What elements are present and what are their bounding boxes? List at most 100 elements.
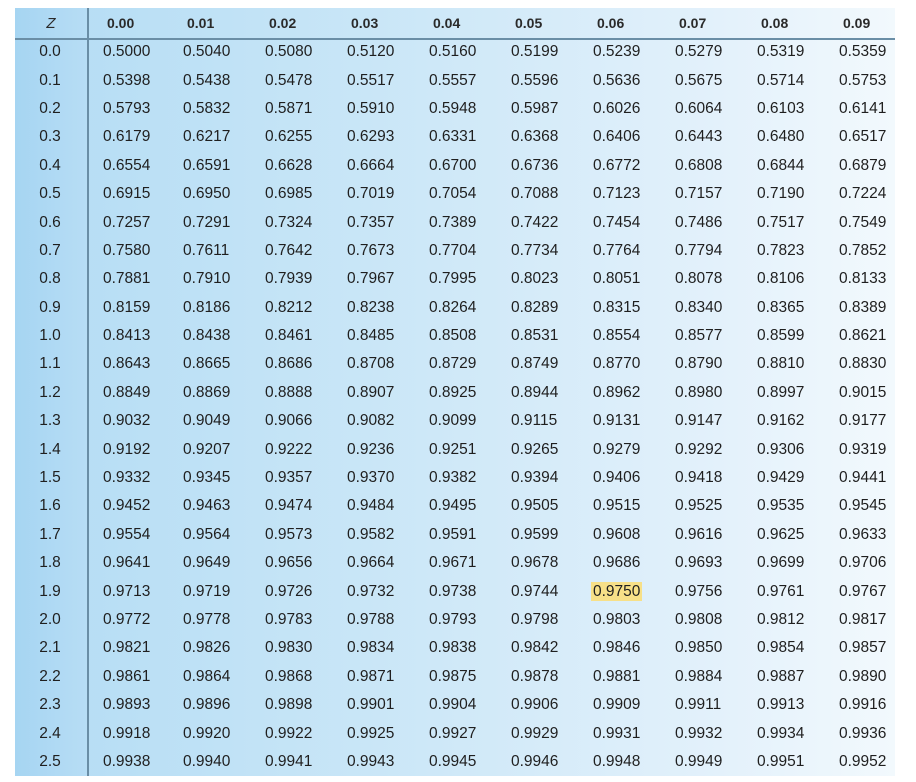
probability-cell: 0.8315 (593, 298, 641, 316)
probability-cell: 0.9861 (103, 667, 151, 685)
table-header: Z 0.00 0.01 0.02 0.03 0.04 0.05 0.06 0.07 0.08 0.… (15, 8, 895, 38)
column-header: 0.09 (843, 15, 871, 31)
probability-cell: 0.7123 (593, 185, 641, 203)
probability-cell: 0.9949 (675, 752, 723, 770)
table-row: 2.4 0.9918 0.9920 0.9922 0.9925 0.9927 0.9929 0… (15, 719, 895, 747)
probability-cell: 0.9656 (265, 554, 313, 572)
probability-cell: 0.9382 (429, 469, 477, 487)
probability-cell: 0.9767 (839, 582, 887, 600)
probability-cell: 0.8729 (429, 355, 477, 373)
probability-cell: 0.9505 (511, 497, 559, 515)
probability-cell: 0.9941 (265, 752, 313, 770)
z-value-cell: 0.7 (39, 241, 61, 259)
table-row: 0.3 0.6179 0.6217 0.6255 0.6293 0.6331 0.6368 0… (15, 123, 895, 151)
probability-cell: 0.9049 (183, 412, 231, 430)
probability-cell: 0.9864 (183, 667, 231, 685)
probability-cell: 0.8830 (839, 355, 887, 373)
probability-cell: 0.9732 (347, 582, 395, 600)
probability-cell: 0.9878 (511, 667, 559, 685)
probability-cell: 0.7486 (675, 213, 723, 231)
column-header: 0.08 (761, 15, 789, 31)
probability-cell: 0.7157 (675, 185, 723, 203)
probability-cell: 0.5120 (347, 43, 395, 61)
probability-cell: 0.9918 (103, 724, 151, 742)
table-row: 1.7 0.9554 0.9564 0.9573 0.9582 0.9591 0.9599 0… (15, 521, 895, 549)
probability-cell: 0.9394 (511, 469, 559, 487)
probability-cell: 0.8508 (429, 327, 477, 345)
probability-cell: 0.9803 (593, 611, 641, 628)
table-row: 1.3 0.9032 0.9049 0.9066 0.9082 0.9099 0.9115 0… (15, 407, 895, 435)
probability-cell: 0.7673 (347, 241, 395, 259)
probability-cell: 0.7422 (511, 213, 559, 231)
probability-cell: 0.9920 (183, 724, 231, 742)
probability-cell: 0.9901 (347, 696, 395, 714)
probability-cell: 0.9495 (429, 497, 477, 515)
probability-cell: 0.9292 (675, 440, 723, 458)
probability-cell: 0.5080 (265, 43, 313, 61)
probability-cell: 0.9222 (265, 440, 313, 458)
z-value-cell: 0.2 (39, 99, 61, 117)
z-value-cell: 0.9 (39, 298, 61, 316)
probability-cell: 0.8365 (757, 298, 805, 316)
probability-cell: 0.9686 (593, 554, 641, 572)
probability-cell: 0.9940 (183, 752, 231, 770)
highlighted-probability-cell: 0.9750 (577, 577, 659, 605)
probability-cell: 0.5636 (593, 71, 641, 89)
probability-cell: 0.9406 (593, 469, 641, 487)
probability-cell: 0.9887 (757, 667, 805, 685)
table-row: 1.0 0.8413 0.8438 0.8461 0.8485 0.8508 0.8531 0… (15, 322, 895, 350)
z-value-cell: 1.5 (39, 469, 61, 487)
probability-cell: 0.8869 (183, 383, 231, 401)
probability-cell: 0.7967 (347, 270, 395, 288)
probability-cell: 0.9925 (347, 724, 395, 742)
probability-cell: 0.6026 (593, 99, 641, 117)
probability-cell: 0.9761 (757, 582, 805, 600)
table-row: 0.7 0.7580 0.7611 0.7642 0.7673 0.7704 0.7734 0… (15, 237, 895, 265)
probability-cell: 0.7611 (183, 241, 230, 259)
z-value-cell: 1.0 (39, 327, 61, 345)
probability-cell: 0.6179 (103, 128, 151, 146)
probability-cell: 0.7454 (593, 213, 641, 231)
probability-cell: 0.6331 (429, 128, 477, 146)
probability-cell: 0.9147 (675, 412, 723, 430)
probability-cell: 0.6879 (839, 156, 887, 174)
z-value-cell: 1.1 (39, 355, 61, 373)
probability-cell: 0.8599 (757, 327, 805, 345)
probability-cell: 0.9812 (757, 611, 805, 628)
probability-cell: 0.7257 (103, 213, 151, 231)
probability-cell: 0.9599 (511, 525, 559, 543)
probability-cell: 0.9936 (839, 724, 887, 742)
table-row: 0.1 0.5398 0.5438 0.5478 0.5517 0.5557 0.5596 0… (15, 66, 895, 94)
probability-cell: 0.9884 (675, 667, 723, 685)
probability-cell: 0.6064 (675, 99, 723, 117)
probability-cell: 0.8438 (183, 327, 231, 345)
z-value-cell: 0.4 (39, 156, 61, 174)
probability-cell: 0.7642 (265, 241, 313, 259)
probability-cell: 0.8997 (757, 383, 805, 401)
probability-cell: 0.7910 (183, 270, 231, 288)
probability-cell: 0.7019 (347, 185, 395, 203)
probability-cell: 0.8665 (183, 355, 231, 373)
table-row: 1.6 0.9452 0.9463 0.9474 0.9484 0.9495 0.9505 0… (15, 492, 895, 520)
probability-cell: 0.8485 (347, 327, 395, 345)
probability-cell: 0.9846 (593, 639, 641, 657)
probability-cell: 0.9911 (675, 696, 722, 714)
probability-cell: 0.9932 (675, 724, 723, 742)
probability-cell: 0.7190 (757, 185, 805, 203)
probability-cell: 0.6443 (675, 128, 723, 146)
probability-cell: 0.9778 (183, 611, 231, 628)
probability-cell: 0.9573 (265, 525, 313, 543)
probability-cell: 0.9236 (347, 440, 395, 458)
probability-cell: 0.9808 (675, 611, 723, 628)
probability-cell: 0.6700 (429, 156, 477, 174)
column-header: 0.05 (515, 15, 543, 31)
probability-cell: 0.9719 (183, 582, 231, 600)
table-row: 1.5 0.9332 0.9345 0.9357 0.9370 0.9382 0.9394 0… (15, 464, 895, 492)
probability-cell: 0.7881 (103, 270, 151, 288)
probability-cell: 0.9838 (429, 639, 477, 657)
probability-cell: 0.9545 (839, 497, 887, 515)
probability-cell: 0.9015 (839, 383, 887, 401)
probability-cell: 0.9881 (593, 667, 641, 685)
z-value-cell: 1.3 (39, 412, 61, 430)
table-row: 2.5 0.9938 0.9940 0.9941 0.9943 0.9945 0.9946 0… (15, 748, 895, 776)
